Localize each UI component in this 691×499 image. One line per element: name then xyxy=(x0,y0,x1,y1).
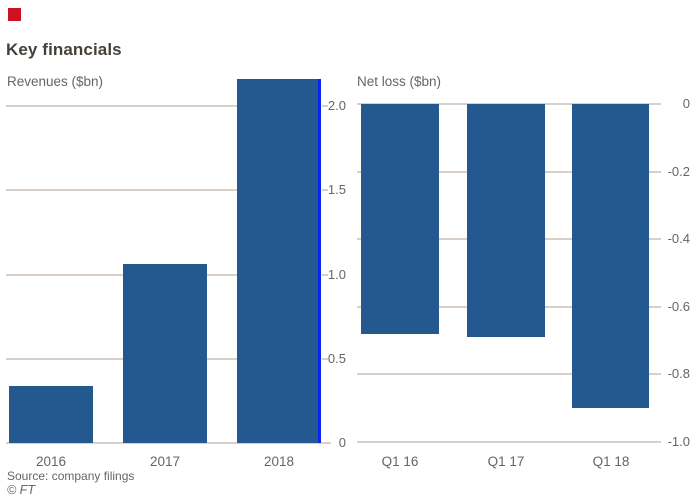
net-loss-subtitle: Net loss ($bn) xyxy=(357,74,442,89)
net-loss-ytick-label: -1.0 xyxy=(667,434,690,449)
net-loss-bar-q1-17 xyxy=(467,104,545,338)
revenues-axis-tick xyxy=(322,189,328,192)
revenues-bar-2017 xyxy=(123,264,207,443)
net-loss-category-label: Q1 17 xyxy=(487,454,525,469)
revenues-axis-tick xyxy=(322,105,328,107)
net-loss-axis-tick xyxy=(649,238,661,241)
revenues-axis-line xyxy=(6,442,331,444)
revenues-category-label: 2016 xyxy=(35,454,67,469)
net-loss-axis-tick xyxy=(649,170,661,173)
net-loss-bar-q1-18 xyxy=(572,104,649,409)
net-loss-bar-q1-16 xyxy=(361,104,439,334)
net-loss-axis-tick xyxy=(649,373,661,376)
revenues-subtitle: Revenues ($bn) xyxy=(7,74,104,89)
revenues-axis-tick xyxy=(322,273,328,276)
revenues-ytick-label: 0.5 xyxy=(327,350,346,366)
net-loss-gridline xyxy=(357,373,646,376)
net-loss-category-label: Q1 16 xyxy=(381,454,419,469)
net-loss-ytick-label: -0.4 xyxy=(667,231,690,247)
net-loss-ytick-label: -0.6 xyxy=(667,298,690,314)
revenues-category-label: 2018 xyxy=(263,454,295,469)
net-loss-ytick-label: 0 xyxy=(682,96,690,111)
source-note: Source: company filings xyxy=(7,469,135,483)
net-loss-category-label: Q1 18 xyxy=(592,454,630,469)
revenues-bar-2016 xyxy=(9,385,93,443)
chart-title: Key financials xyxy=(6,40,122,59)
revenues-ytick-label: 1.0 xyxy=(327,266,346,282)
revenues-ytick-label: 0 xyxy=(338,435,346,450)
revenues-ytick-label: 1.5 xyxy=(327,182,346,198)
net-loss-ytick-label: -0.2 xyxy=(667,163,690,179)
ft-copyright: © FT xyxy=(7,483,35,497)
net-loss-axis-tick xyxy=(649,305,661,308)
revenues-gridline xyxy=(6,189,318,192)
revenues-bar-2018 xyxy=(237,79,318,443)
net-loss-ytick-label: -0.8 xyxy=(667,366,690,382)
revenues-gridline xyxy=(6,105,318,107)
net-loss-axis-line xyxy=(357,441,661,443)
revenues-accent-line xyxy=(318,79,321,443)
revenues-ytick-label: 2.0 xyxy=(327,98,346,113)
revenues-category-label: 2017 xyxy=(149,454,181,469)
ft-red-marker-icon xyxy=(8,8,21,21)
revenues-axis-tick xyxy=(322,357,328,360)
